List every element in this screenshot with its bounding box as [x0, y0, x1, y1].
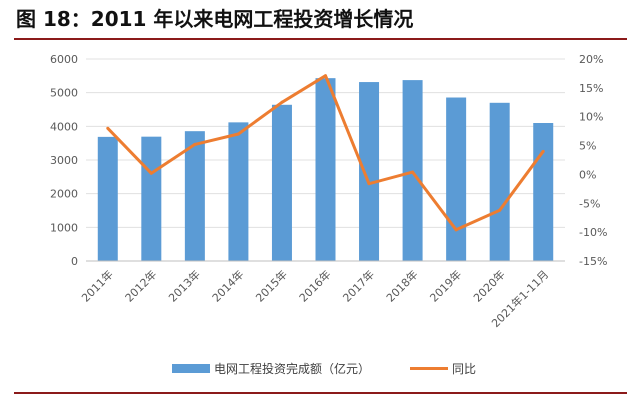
- y-axis-left: 0 1000 2000 3000 4000 5000 6000: [50, 53, 78, 268]
- bar: [489, 102, 510, 262]
- y-left-tick-label: 4000: [50, 120, 78, 133]
- y-right-tick-label: 20%: [579, 53, 603, 66]
- legend-bar-label: 电网工程投资完成额（亿元）: [214, 361, 370, 376]
- y-left-tick-label: 3000: [50, 154, 78, 167]
- x-tick-label: 2017年: [340, 267, 377, 304]
- figure-title: 图 18：2011 年以来电网工程投资增长情况: [16, 7, 414, 31]
- y-right-tick-label: 0%: [579, 168, 596, 181]
- y-axis-right: -15% -10% -5% 0% 5% 10% 15% 20%: [579, 53, 607, 268]
- y-left-tick-label: 2000: [50, 188, 78, 201]
- line-point: [454, 228, 458, 232]
- line-point: [280, 100, 284, 104]
- y-right-tick-label: -15%: [579, 255, 607, 268]
- line-point: [193, 142, 197, 146]
- bar: [97, 136, 118, 261]
- x-tick-label: 2012年: [122, 267, 159, 304]
- bar: [446, 97, 467, 261]
- legend-bar-swatch: [172, 364, 210, 373]
- x-tick-label: 2013年: [166, 267, 203, 304]
- x-tick-label: 2019年: [427, 267, 464, 304]
- x-tick-label: 2014年: [209, 267, 246, 304]
- bar: [141, 136, 162, 261]
- line-point: [236, 132, 240, 136]
- x-axis: 2011年 2012年 2013年 2014年 2015年 2016年 2017年 2018年…: [78, 260, 565, 330]
- bottom-rule: [14, 392, 627, 394]
- x-tick-label: 2011年: [78, 267, 115, 304]
- legend-line-label: 同比: [452, 362, 476, 376]
- line-point: [106, 126, 110, 130]
- x-tick-label: 2015年: [253, 267, 290, 304]
- y-left-tick-label: 6000: [50, 53, 78, 66]
- bar: [228, 122, 249, 262]
- x-tick-label: 2016年: [296, 267, 333, 304]
- bar: [533, 123, 554, 261]
- y-left-tick-label: 5000: [50, 87, 78, 100]
- line-series: [106, 74, 545, 232]
- line-point: [541, 149, 545, 153]
- y-left-tick-label: 1000: [50, 221, 78, 234]
- bar: [402, 80, 423, 261]
- legend: 电网工程投资完成额（亿元） 同比: [172, 361, 476, 376]
- x-tick-label: 2018年: [383, 267, 420, 304]
- y-right-tick-label: -10%: [579, 226, 607, 239]
- line-point: [367, 182, 371, 186]
- bar: [359, 82, 380, 261]
- line-point: [498, 208, 502, 212]
- line-point: [149, 171, 153, 175]
- bar: [315, 78, 336, 261]
- y-right-tick-label: 5%: [579, 140, 596, 153]
- line-point: [411, 170, 415, 174]
- bar: [184, 131, 205, 261]
- y-right-tick-label: -5%: [579, 197, 600, 210]
- line-point: [324, 74, 327, 78]
- y-right-tick-label: 15%: [579, 82, 603, 95]
- x-tick-label: 2020年: [470, 267, 507, 304]
- y-left-tick-label: 0: [71, 255, 78, 268]
- top-rule: [14, 38, 627, 40]
- bar-series: [97, 78, 554, 262]
- y-right-tick-label: 10%: [579, 111, 603, 124]
- bar: [271, 104, 292, 261]
